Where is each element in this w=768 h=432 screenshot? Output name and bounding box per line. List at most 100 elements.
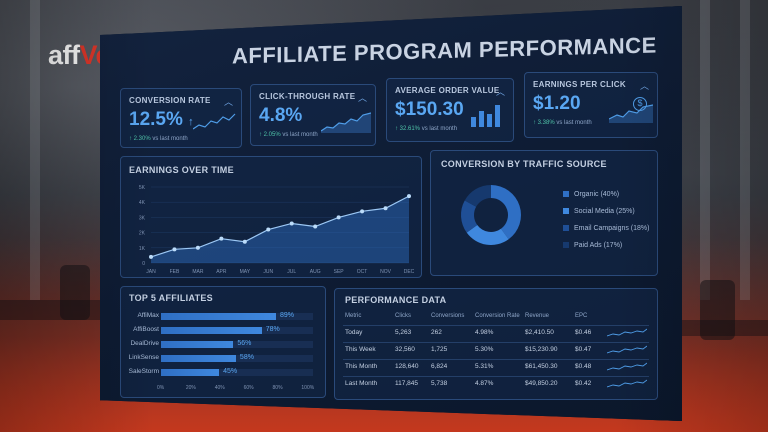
y-tick-label: 5K: [139, 185, 146, 191]
earnings-point: [149, 254, 153, 259]
table-cell: This Week: [345, 346, 376, 353]
y-tick-label: 4K: [139, 200, 146, 206]
logo-aff: aff: [48, 40, 80, 70]
legend-item: Organic (40%): [563, 191, 619, 198]
row-divider: [343, 376, 649, 377]
table-cell: $15,230.90: [525, 346, 558, 353]
table-cell: 6,824: [431, 363, 448, 370]
desk: [0, 300, 110, 320]
legend-item: Paid Ads (17%): [563, 242, 622, 249]
y-tick-label: 2K: [139, 231, 146, 237]
table-header: EPC: [575, 313, 588, 319]
panel-title: TOP 5 AFFILIATES: [129, 293, 213, 303]
dollar-coin-icon: $: [633, 97, 647, 111]
earnings-line: [150, 195, 410, 258]
earnings-area: [151, 196, 409, 263]
table-header: Metric: [345, 313, 362, 319]
earnings-point: [407, 194, 411, 199]
y-tick-label: 0: [142, 261, 145, 267]
table-cell: $2,410.50: [525, 329, 554, 336]
row-sparkline: [607, 345, 647, 354]
sparkline-line: [607, 362, 647, 371]
x-tick-label: JAN: [146, 269, 156, 275]
table-cell: Last Month: [345, 380, 378, 387]
kpi-card-conversion-rate[interactable]: CONVERSION RATE ︿ 12.5% ↑ ↑ 2.30% vs las…: [120, 88, 242, 148]
table-header: Clicks: [395, 313, 411, 319]
kpi-card-average-order-value[interactable]: AVERAGE ORDER VALUE ︿ $150.30 ↑ 32.61% v…: [386, 78, 514, 142]
table-cell: 5.31%: [475, 363, 494, 370]
window-frame: [740, 0, 750, 300]
affiliate-bar-track: [161, 355, 313, 362]
affiliate-percent: 58%: [239, 354, 254, 361]
kpi-value: $150.30: [395, 99, 464, 120]
chevron-up-icon[interactable]: ︿: [639, 81, 649, 91]
earnings-point: [360, 209, 365, 214]
desk: [680, 320, 768, 336]
affiliate-percent: 89%: [279, 312, 294, 319]
table-cell: 262: [431, 329, 442, 336]
performance-panel: PERFORMANCE DATA Metric Clicks Conversions…: [334, 288, 658, 400]
sparkline-area: [321, 112, 371, 133]
earnings-panel: EARNINGS OVER TIME 5K 4K 3K 2K 1K 0 JAN FEB MAR A…: [120, 156, 422, 278]
x-tick-label: AUG: [310, 269, 321, 275]
mini-bar-chart: [471, 105, 500, 127]
row-divider: [343, 325, 649, 326]
table-cell: 4.98%: [475, 329, 494, 336]
table-cell: $0.47: [575, 346, 592, 353]
x-tick-label: JUN: [263, 269, 273, 275]
kpi-value: 4.8%: [259, 105, 303, 126]
x-tick-label: 60%: [243, 385, 254, 391]
affiliate-name: AffiBoost: [133, 326, 159, 333]
donut-slice: [491, 185, 521, 240]
x-tick-label: DEC: [404, 269, 415, 275]
kpi-label: EARNINGS PER CLICK: [533, 80, 626, 89]
table-cell: $0.42: [575, 380, 592, 387]
earnings-point: [313, 224, 318, 229]
kpi-card-earnings-per-click[interactable]: EARNINGS PER CLICK ︿ $1.20 ↑ 3.38% vs la…: [524, 72, 658, 138]
row-divider: [343, 342, 649, 343]
kpi-label: CONVERSION RATE: [129, 96, 211, 105]
x-tick-label: NOV: [380, 269, 392, 275]
row-sparkline: [607, 379, 647, 388]
table-cell: 5,738: [431, 380, 448, 387]
kpi-card-click-through-rate[interactable]: CLICK-THROUGH RATE ︿ 4.8% ↑ 2.05% vs las…: [250, 84, 376, 146]
donut-slice: [464, 185, 491, 207]
kpi-label: CLICK-THROUGH RATE: [259, 92, 356, 101]
row-sparkline: [607, 362, 647, 371]
kpi-value: $1.20: [533, 93, 581, 114]
x-tick-label: 100%: [301, 385, 315, 391]
table-header: Revenue: [525, 313, 550, 319]
table-cell: 5,263: [395, 329, 412, 336]
legend-item: Social Media (25%): [563, 208, 635, 215]
table-cell: $0.46: [575, 329, 592, 336]
x-tick-label: SEP: [334, 269, 345, 275]
affiliate-bar: [161, 313, 276, 320]
affiliate-name: LinkSense: [128, 354, 159, 361]
sparkline-line: [607, 345, 647, 354]
earnings-point: [172, 247, 177, 252]
panel-title: PERFORMANCE DATA: [345, 295, 447, 305]
donut-slice: [461, 200, 478, 233]
x-tick-label: 80%: [272, 385, 283, 391]
chair: [60, 265, 90, 320]
sparkline-line: [607, 328, 647, 337]
sparkline: [193, 113, 236, 130]
earnings-point: [383, 206, 388, 211]
x-tick-label: MAR: [192, 269, 204, 275]
sparkline-line: [607, 379, 647, 388]
chevron-up-icon[interactable]: ︿: [223, 97, 233, 107]
window-frame: [700, 0, 710, 300]
kpi-delta: ↑ 2.05% vs last month: [259, 132, 318, 138]
chevron-up-icon[interactable]: ︿: [357, 93, 367, 103]
table-cell: 4.87%: [475, 380, 494, 387]
affiliate-bar: [161, 369, 220, 376]
affiliate-percent: 45%: [223, 368, 238, 375]
chevron-up-icon[interactable]: ︿: [495, 87, 505, 97]
y-tick-label: 3K: [139, 215, 146, 221]
affiliate-bar: [161, 355, 236, 362]
x-tick-label: MAY: [240, 269, 251, 275]
row-sparkline: [607, 328, 647, 337]
kpi-value: 12.5% ↑: [129, 109, 194, 130]
affiliate-name: AffiMax: [137, 312, 159, 319]
